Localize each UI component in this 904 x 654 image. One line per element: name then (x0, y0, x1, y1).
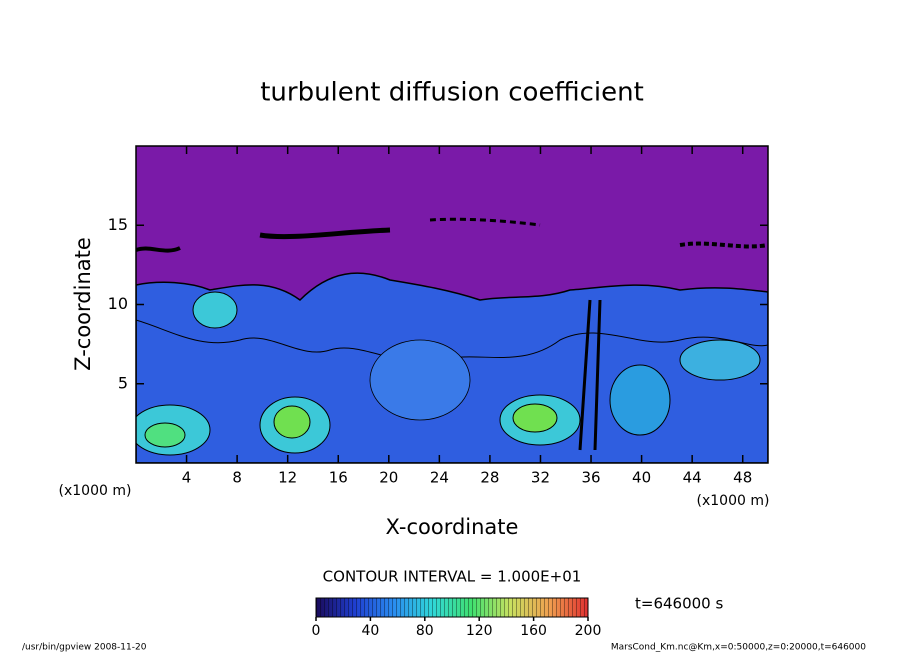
x-unit: (x1000 m) (697, 493, 770, 509)
contour-field (136, 146, 768, 463)
x-tick-label: 48 (733, 469, 752, 487)
x-tick-label: 28 (480, 469, 499, 487)
contour-interval: CONTOUR INTERVAL = 1.000E+01 (323, 568, 582, 586)
x-tick-label: 20 (379, 469, 398, 487)
colorbar-tick-label: 80 (416, 623, 434, 639)
chart-title: turbulent diffusion coefficient (260, 78, 644, 108)
colorbar-tick-label: 120 (466, 623, 493, 639)
colorbar-tick-label: 200 (575, 623, 602, 639)
x-tick-label: 12 (278, 469, 297, 487)
x-tick-label: 4 (182, 469, 192, 487)
colorbar-tick-label: 40 (361, 623, 379, 639)
colorbar-tick-label: 0 (312, 623, 321, 639)
y-tick-label: 15 (108, 215, 128, 234)
y-tick-label: 10 (108, 294, 128, 313)
y-tick-label: 5 (118, 373, 128, 392)
x-unit: (x1000 m) (59, 483, 132, 499)
x-tick-label: 44 (683, 469, 702, 487)
x-tick-label: 40 (632, 469, 651, 487)
x-tick-label: 16 (329, 469, 348, 487)
x-axis-label: X-coordinate (386, 515, 519, 539)
footer-left: /usr/bin/gpview 2008-11-20 (22, 643, 147, 653)
colorbar-tick-label: 160 (520, 623, 547, 639)
time-label: t=646000 s (635, 595, 723, 613)
x-tick-label: 36 (581, 469, 600, 487)
footer-right: MarsCond_Km.nc@Km,x=0:50000,z=0:20000,t=… (611, 643, 866, 653)
y-axis-label: Z-coordinate (71, 237, 95, 371)
colorbar-frame (315, 597, 589, 618)
x-tick-label: 24 (430, 469, 449, 487)
x-tick-label: 32 (531, 469, 550, 487)
x-tick-label: 8 (232, 469, 242, 487)
